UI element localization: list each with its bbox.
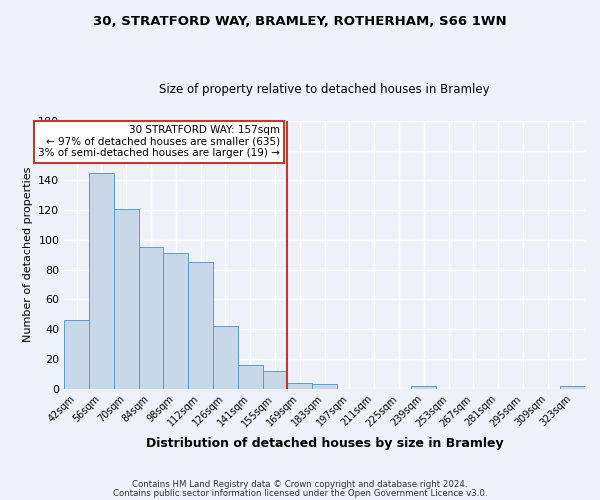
- Bar: [312, 384, 337, 389]
- Bar: [560, 386, 585, 389]
- Bar: [89, 173, 114, 389]
- Bar: [139, 248, 163, 389]
- Title: Size of property relative to detached houses in Bramley: Size of property relative to detached ho…: [160, 83, 490, 96]
- Text: Contains HM Land Registry data © Crown copyright and database right 2024.: Contains HM Land Registry data © Crown c…: [132, 480, 468, 489]
- Bar: [163, 254, 188, 389]
- Bar: [263, 371, 287, 389]
- X-axis label: Distribution of detached houses by size in Bramley: Distribution of detached houses by size …: [146, 437, 503, 450]
- Text: 30 STRATFORD WAY: 157sqm
← 97% of detached houses are smaller (635)
3% of semi-d: 30 STRATFORD WAY: 157sqm ← 97% of detach…: [38, 125, 280, 158]
- Bar: [114, 208, 139, 389]
- Bar: [213, 326, 238, 389]
- Y-axis label: Number of detached properties: Number of detached properties: [23, 167, 32, 342]
- Bar: [64, 320, 89, 389]
- Bar: [412, 386, 436, 389]
- Bar: [238, 365, 263, 389]
- Text: 30, STRATFORD WAY, BRAMLEY, ROTHERHAM, S66 1WN: 30, STRATFORD WAY, BRAMLEY, ROTHERHAM, S…: [93, 15, 507, 28]
- Text: Contains public sector information licensed under the Open Government Licence v3: Contains public sector information licen…: [113, 488, 487, 498]
- Bar: [287, 383, 312, 389]
- Bar: [188, 262, 213, 389]
